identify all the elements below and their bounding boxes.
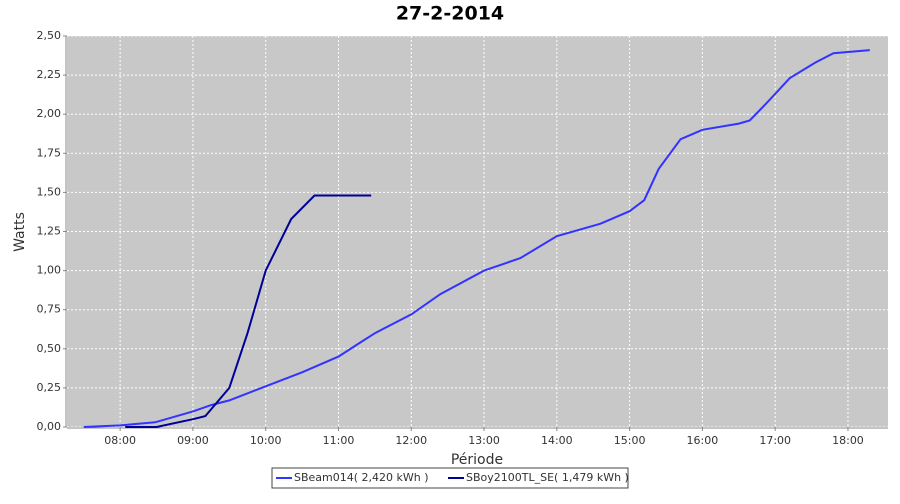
x-tick-label: 16:00: [687, 434, 719, 447]
y-tick-label: 0,75: [37, 303, 62, 316]
y-tick-label: 2,25: [37, 68, 62, 81]
x-tick-label: 18:00: [832, 434, 864, 447]
y-tick-label: 1,50: [37, 185, 62, 198]
y-tick-label: 1,00: [37, 264, 62, 277]
y-tick-label: 2,00: [37, 107, 62, 120]
x-tick-label: 14:00: [541, 434, 573, 447]
y-tick-label: 1,75: [37, 146, 62, 159]
legend-label: SBoy2100TL_SE( 1,479 kWh ): [466, 471, 629, 484]
x-tick-label: 15:00: [614, 434, 646, 447]
y-tick-label: 0,00: [37, 420, 62, 433]
x-axis-label: Période: [451, 452, 503, 468]
x-tick-label: 11:00: [323, 434, 355, 447]
y-axis-label: Watts: [12, 212, 28, 252]
x-tick-label: 12:00: [395, 434, 427, 447]
series-line: [125, 194, 372, 428]
y-tick-label: 1,25: [37, 225, 62, 238]
chart-title: 27-2-2014: [396, 3, 504, 25]
y-tick-label: 0,50: [37, 342, 62, 355]
x-tick-label: 17:00: [759, 434, 791, 447]
x-tick-label: 13:00: [468, 434, 500, 447]
series-line: [83, 49, 870, 428]
x-tick-label: 10:00: [250, 434, 282, 447]
x-tick-label: 08:00: [104, 434, 136, 447]
y-tick-label: 2,50: [37, 29, 62, 42]
legend-label: SBeam014( 2,420 kWh ): [294, 471, 429, 484]
x-tick-label: 09:00: [177, 434, 209, 447]
y-tick-label: 0,25: [37, 381, 62, 394]
